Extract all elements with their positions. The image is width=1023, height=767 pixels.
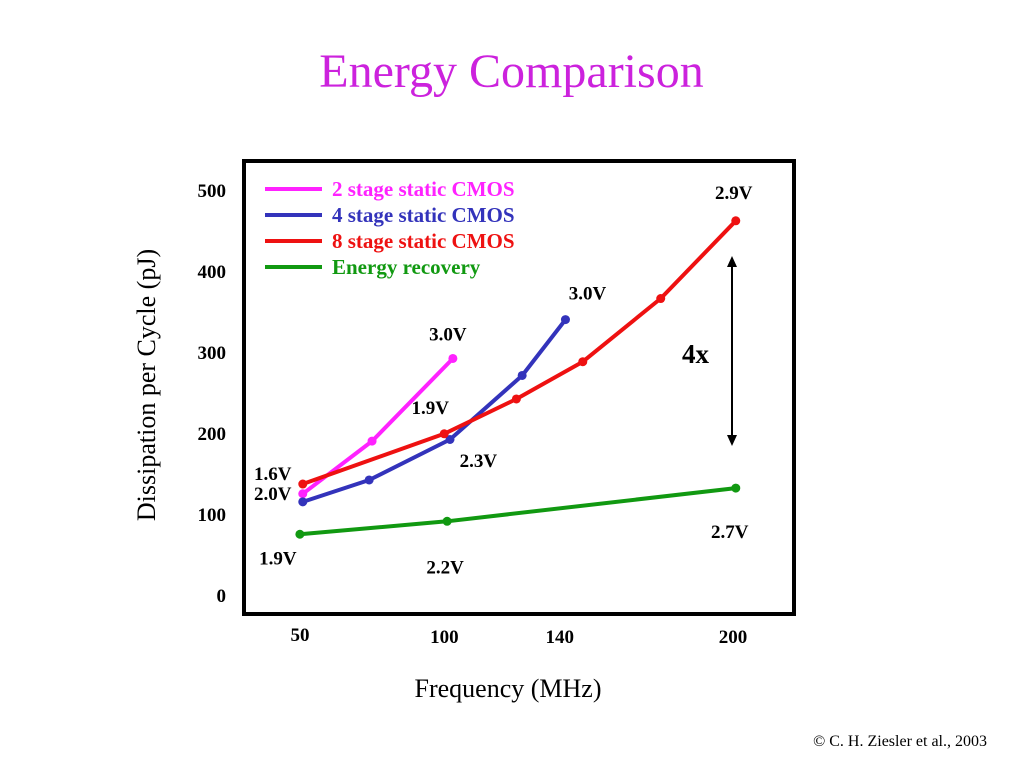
x-tick-label-100: 100 [430,627,459,648]
series-1-point-3 [517,370,527,380]
ratio-annotation: 4x [682,339,710,369]
ratio-arrow-head-up [727,256,737,267]
voltage-label-1-0: 2.0V [254,484,292,505]
slide-title: Energy Comparison [319,45,704,98]
y-tick-label-100: 100 [198,505,227,526]
series-0-point-2 [448,353,458,363]
point-labels: 1.6V 3.0V 2.0V 3.0V 1.9V 2.3V 2.9V 1.9V 2.2V 2.7V [254,183,753,579]
ratio-arrow [727,256,737,446]
series-1-point-4 [560,315,570,325]
series-1-point-2 [445,434,455,444]
series-line-2 [300,218,738,486]
series-group [295,216,741,539]
voltage-label-2-1: 1.9V [411,398,449,419]
voltage-label-1-4: 3.0V [569,284,607,305]
x-axis-label: Frequency (MHz) [415,674,602,703]
series-2-point-5 [731,216,741,226]
series-0-point-0 [298,489,308,499]
series-3-point-1 [442,516,452,526]
series-0-point-1 [367,436,377,446]
voltage-label-0-2: 3.0V [429,324,467,345]
y-axis-label: Dissipation per Cycle (pJ) [132,249,161,521]
voltage-label-2-5: 2.9V [715,183,753,204]
series-3-point-2 [731,483,741,493]
copyright-credit: © C. H. Ziesler et al., 2003 [813,733,987,750]
voltage-label-0-0: 1.6V [254,464,292,485]
y-tick-label-0: 0 [217,586,227,607]
y-tick-label-400: 400 [198,262,227,283]
series-3-point-0 [295,529,305,539]
y-tick-label-200: 200 [198,424,227,445]
x-tick-label-200: 200 [719,627,748,648]
voltage-label-3-0: 1.9V [259,548,297,569]
y-tick-label-500: 500 [198,181,227,202]
legend-entry-1: 4 stage static CMOS [332,203,515,227]
series-line-3 [297,486,738,537]
series-2-point-1 [439,429,449,439]
y-tick-labels: 0 100 200 300 400 500 [198,181,227,607]
y-tick-label-300: 300 [198,343,227,364]
x-tick-label-140: 140 [546,627,575,648]
series-2-point-2 [511,394,521,404]
series-1-point-1 [364,475,374,485]
series-2-point-3 [578,357,588,367]
ratio-arrow-head-down [727,435,737,446]
voltage-label-2-2: 2.3V [460,451,498,472]
legend-entry-2: 8 stage static CMOS [332,229,515,253]
series-1-point-0 [298,497,308,507]
plot-frame [242,159,796,616]
legend-entry-3: Energy recovery [332,255,481,279]
series-2-point-0 [298,479,308,489]
series-2-point-4 [656,294,666,304]
x-tick-labels: 50 100 140 200 [291,625,748,648]
voltage-label-3-1: 2.2V [426,557,464,578]
voltage-label-3-2: 2.7V [711,522,749,543]
x-tick-label-50: 50 [291,625,310,646]
legend-entry-0: 2 stage static CMOS [332,177,515,201]
